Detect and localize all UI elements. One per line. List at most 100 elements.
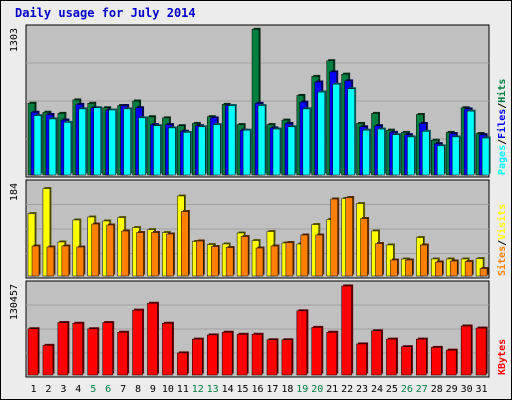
middle-max-label: 184 — [9, 183, 20, 201]
sites-bar — [449, 260, 458, 277]
sites-bar — [464, 261, 473, 277]
chart-title: Daily usage for July 2014 — [15, 6, 196, 20]
series-label-sites: Sites — [496, 246, 508, 276]
kbytes-bar — [162, 323, 173, 376]
kbytes-bar — [251, 334, 263, 376]
x-tick-label: 4 — [75, 384, 81, 395]
sites-bar — [255, 247, 264, 277]
series-label-hits: Hits — [496, 79, 508, 103]
x-tick-label: 14 — [222, 384, 234, 395]
pages-bar — [466, 110, 475, 176]
kbytes-bar — [475, 327, 487, 376]
x-tick-label: 5 — [90, 384, 96, 395]
x-tick-label: 28 — [431, 384, 443, 395]
sites-bar — [166, 233, 174, 277]
pages-bar — [302, 108, 311, 176]
series-label-visits: Visits — [496, 204, 508, 240]
sites-bar — [151, 232, 159, 277]
sites-bar — [31, 245, 40, 277]
pages-bar — [257, 105, 266, 176]
pages-bar — [362, 129, 370, 176]
x-tick-label: 12 — [192, 384, 204, 395]
pages-bar — [242, 129, 251, 176]
series-label-kbytes: KBytes — [497, 339, 508, 375]
x-tick-label: 11 — [177, 384, 189, 395]
top-max-label: 1303 — [9, 28, 20, 52]
kbytes-bar — [266, 339, 278, 376]
x-tick-label: 7 — [120, 384, 126, 395]
x-tick-label: 21 — [326, 384, 338, 395]
sites-bar — [420, 244, 428, 277]
kbytes-bar — [356, 343, 367, 376]
pages-bar — [33, 115, 42, 176]
sites-bar — [210, 246, 219, 277]
x-tick-label: 30 — [461, 384, 473, 395]
kbytes-bar — [401, 346, 412, 376]
pages-bar — [198, 126, 206, 176]
series-label-files: Files — [496, 109, 508, 139]
series-label-pages: Pages — [497, 145, 508, 175]
visits-bar — [42, 188, 51, 277]
kbytes-bar — [371, 330, 382, 376]
kbytes-bar — [87, 328, 98, 376]
x-tick-label: 16 — [251, 384, 263, 395]
sites-bar — [181, 211, 189, 277]
kbytes-bar — [72, 323, 84, 376]
kbytes-bar — [445, 349, 457, 376]
pages-bar — [317, 91, 326, 176]
label-separator: / — [497, 139, 508, 145]
pages-bar — [407, 136, 415, 176]
sites-bar — [76, 246, 85, 277]
sites-bar — [435, 261, 443, 277]
pages-bar — [272, 128, 281, 176]
sites-bar — [390, 259, 398, 277]
x-tick-label: 29 — [446, 384, 458, 395]
sites-bar — [330, 198, 338, 277]
x-tick-label: 27 — [416, 384, 428, 395]
pages-bar — [63, 122, 72, 176]
x-tick-label: 6 — [105, 384, 111, 395]
sites-bar — [91, 223, 99, 277]
bottom-max-label: 130457 — [9, 284, 20, 320]
sites-bar — [405, 259, 413, 277]
sites-bar — [345, 197, 353, 277]
x-tick-label: 31 — [476, 384, 488, 395]
middle-series-labels: Sites/Visits — [496, 204, 508, 276]
x-tick-label: 19 — [296, 384, 308, 395]
pages-bar — [332, 83, 340, 176]
pages-bar — [48, 118, 57, 176]
x-tick-label: 24 — [371, 384, 383, 395]
kbytes-bar — [132, 309, 143, 376]
x-tick-label: 18 — [281, 384, 293, 395]
pages-bar — [437, 145, 445, 176]
kbytes-bar — [42, 345, 54, 376]
x-tick-label: 22 — [341, 384, 353, 395]
bottom-series-labels: KBytes — [497, 339, 508, 375]
sites-bar — [240, 236, 249, 277]
top-series-labels: Pages/Files/Hits — [496, 79, 508, 175]
sites-bar — [121, 230, 129, 277]
sites-bar — [300, 234, 309, 277]
kbytes-bar — [57, 322, 69, 376]
kbytes-bar — [117, 331, 128, 376]
kbytes-bar — [416, 338, 427, 376]
x-tick-label: 8 — [135, 384, 141, 395]
x-tick-label: 1 — [30, 384, 36, 395]
kbytes-bar — [281, 339, 293, 376]
pages-bar — [392, 134, 400, 176]
sites-bar — [285, 242, 294, 277]
pages-bar — [377, 128, 385, 176]
kbytes-bar — [460, 325, 472, 376]
pages-bar — [227, 105, 236, 176]
sites-bar — [46, 246, 55, 277]
sites-bar — [375, 243, 383, 277]
x-tick-label: 17 — [266, 384, 278, 395]
x-tick-label: 9 — [150, 384, 156, 395]
pages-bar — [78, 108, 87, 176]
x-tick-label: 3 — [60, 384, 66, 395]
kbytes-bar — [221, 331, 233, 376]
kbytes-bar — [431, 347, 442, 376]
sites-bar — [106, 224, 114, 277]
pages-bar — [422, 131, 430, 176]
